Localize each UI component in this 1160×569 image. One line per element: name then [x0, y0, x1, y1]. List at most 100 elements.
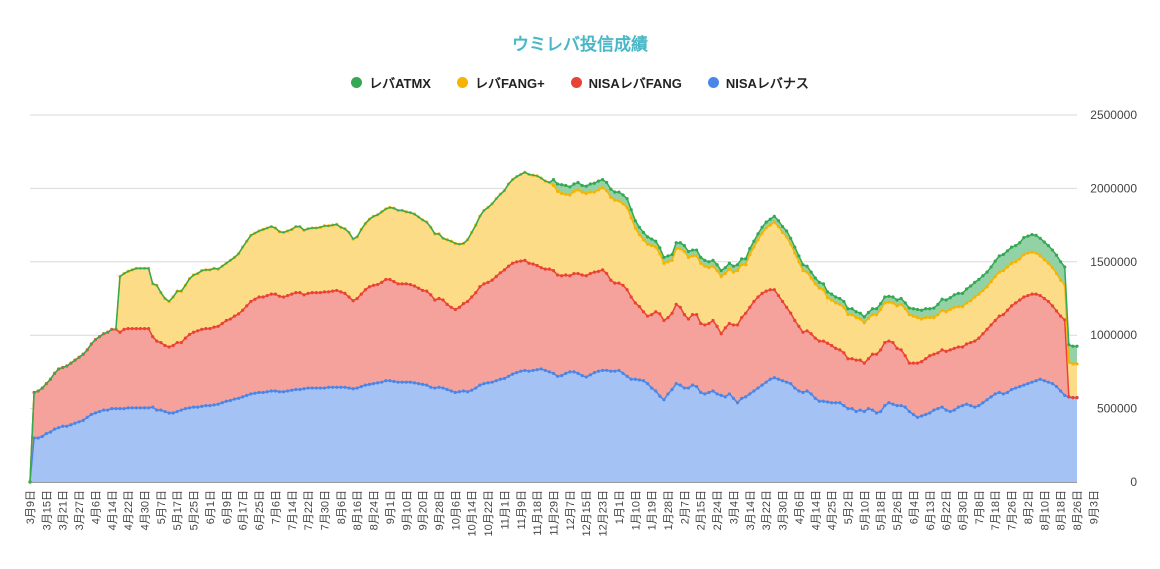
data-point: [609, 195, 613, 199]
data-point: [952, 408, 956, 412]
data-point: [621, 283, 625, 287]
data-point: [621, 371, 625, 375]
legend-item-atmx[interactable]: レバATMX: [351, 73, 431, 92]
legend-item-fangplus[interactable]: レバFANG+: [456, 73, 545, 92]
data-point: [879, 302, 883, 306]
data-point: [1075, 395, 1079, 400]
data-point: [1042, 379, 1046, 383]
data-point: [797, 324, 801, 328]
data-point: [740, 396, 744, 400]
data-point: [903, 301, 907, 305]
x-tick-label: 5月2日: [843, 490, 855, 524]
data-point: [748, 392, 752, 396]
data-point: [756, 295, 760, 299]
x-tick-label: 3月22日: [761, 490, 773, 530]
data-point: [870, 307, 875, 311]
legend-item-nisa-fang[interactable]: NISAレバFANG: [570, 73, 682, 92]
data-point: [543, 368, 547, 373]
data-point: [670, 252, 674, 257]
data-point: [281, 390, 286, 394]
data-point: [944, 408, 948, 412]
data-point: [93, 411, 98, 415]
data-point: [523, 368, 527, 373]
legend-marker-fangplus: [456, 77, 468, 88]
data-point: [1009, 261, 1014, 265]
x-tick-label: 1月19日: [647, 490, 659, 530]
data-point: [780, 224, 785, 229]
data-point: [813, 276, 817, 280]
data-point: [789, 311, 793, 315]
data-point: [993, 274, 997, 279]
data-point: [1067, 343, 1071, 347]
data-point: [866, 316, 871, 320]
data-point: [580, 273, 584, 277]
data-point: [97, 409, 102, 414]
data-point: [245, 304, 249, 308]
data-point: [580, 190, 584, 194]
data-point: [179, 408, 183, 412]
data-point: [842, 305, 846, 309]
data-point: [846, 313, 850, 317]
data-point: [699, 321, 703, 326]
data-point: [617, 281, 621, 285]
data-point: [993, 318, 997, 323]
data-point: [887, 294, 891, 298]
data-point: [940, 297, 944, 301]
x-tick-label: 12月23日: [598, 490, 610, 536]
data-point: [265, 390, 269, 394]
legend-label-nisa-nasdaq: NISAレバナス: [725, 76, 809, 91]
x-tick-label: 3月4日: [728, 490, 740, 524]
data-point: [539, 266, 543, 270]
data-point: [969, 284, 973, 288]
data-point: [809, 276, 813, 280]
data-point: [269, 389, 273, 393]
data-point: [1071, 344, 1075, 348]
data-point: [768, 223, 772, 227]
legend-item-nisa-nasdaq[interactable]: NISAレバナス: [707, 73, 809, 92]
data-point: [568, 370, 572, 374]
data-point: [396, 380, 400, 384]
data-point: [621, 193, 625, 197]
data-point: [1042, 258, 1046, 262]
x-tick-label: 8月24日: [369, 490, 381, 530]
data-point: [748, 246, 752, 251]
data-point: [560, 183, 564, 187]
x-tick-label: 6月22日: [941, 490, 953, 530]
data-point: [486, 381, 490, 385]
data-point: [1005, 390, 1010, 395]
data-point: [793, 245, 797, 249]
data-point: [973, 295, 977, 299]
x-tick-label: 8月10日: [1039, 490, 1051, 530]
data-point: [695, 313, 699, 317]
data-point: [985, 327, 989, 331]
data-point: [408, 380, 412, 384]
data-point: [907, 313, 911, 317]
data-point: [756, 232, 760, 236]
data-point: [764, 226, 768, 230]
data-point: [776, 224, 781, 229]
data-point: [102, 408, 106, 412]
data-point: [52, 427, 57, 431]
data-point: [723, 395, 727, 399]
data-point: [707, 260, 711, 264]
data-point: [842, 351, 846, 355]
x-tick-label: 8月18日: [1056, 490, 1068, 530]
data-point: [641, 379, 646, 383]
y-tick-label: 0: [1130, 475, 1137, 489]
x-tick-label: 12月7日: [565, 490, 577, 530]
data-point: [1063, 393, 1067, 397]
x-tick-label: 7月8日: [974, 490, 986, 524]
data-point: [1026, 382, 1030, 386]
data-point: [973, 339, 977, 343]
data-point: [838, 296, 842, 301]
data-point: [785, 380, 789, 384]
data-point: [273, 292, 277, 296]
data-point: [870, 313, 875, 317]
data-point: [441, 298, 445, 302]
data-point: [719, 274, 723, 279]
data-point: [416, 382, 421, 386]
data-point: [629, 377, 633, 381]
data-point: [429, 293, 433, 297]
data-point: [719, 332, 723, 336]
data-point: [535, 263, 539, 268]
